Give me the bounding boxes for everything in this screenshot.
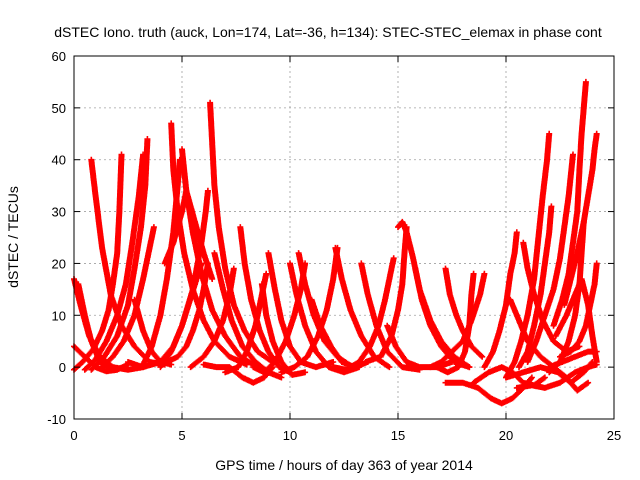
data-series (187, 265, 237, 371)
plot-frame (73, 55, 615, 420)
series-markers (161, 187, 216, 282)
series-markers (362, 224, 410, 365)
data-series (503, 359, 596, 386)
series-markers (200, 361, 276, 386)
x-tick-label: 15 (391, 428, 405, 443)
data-series (330, 255, 397, 373)
series-markers (433, 270, 477, 376)
data-series (81, 151, 147, 373)
y-axis-label: dSTEC / TECUs (5, 186, 21, 288)
data-series (516, 203, 555, 371)
chart-title: dSTEC Iono. truth (auck, Lon=174, Lat=-3… (54, 24, 602, 40)
data-series (88, 136, 151, 373)
data-series (552, 276, 600, 365)
data-series (161, 187, 216, 282)
axis-ticks: 0 5 10 15 20 25 -10 0 10 20 30 40 50 60 (47, 49, 621, 443)
data-marks (71, 78, 600, 407)
data-series (433, 270, 477, 376)
series-markers (481, 229, 520, 371)
data-series (561, 130, 600, 308)
x-tick-label: 0 (70, 428, 77, 443)
series-markers (550, 78, 589, 329)
y-tick-label: 30 (52, 205, 66, 220)
series-markers (88, 136, 151, 373)
series-markers (561, 130, 600, 308)
series-markers (552, 276, 600, 365)
series-markers (81, 151, 147, 373)
series-markers (163, 260, 211, 365)
y-tick-label: 60 (52, 49, 66, 64)
data-series (550, 78, 589, 329)
x-tick-label: 5 (178, 428, 185, 443)
data-series (481, 229, 520, 371)
y-tick-label: 40 (52, 153, 66, 168)
x-tick-label: 25 (607, 428, 621, 443)
x-axis-label: GPS time / hours of day 363 of year 2014 (215, 457, 473, 473)
series-markers (187, 265, 237, 371)
series-markers (295, 250, 356, 371)
y-tick-label: 50 (52, 101, 66, 116)
data-series (163, 260, 211, 365)
data-series (362, 224, 410, 365)
y-tick-label: 20 (52, 256, 66, 271)
x-tick-label: 20 (499, 428, 513, 443)
series-markers (516, 203, 555, 371)
data-series (200, 361, 276, 386)
y-tick-label: 0 (59, 360, 66, 375)
x-tick-label: 10 (283, 428, 297, 443)
series-markers (330, 255, 397, 373)
series-markers (503, 359, 596, 386)
data-series (295, 250, 356, 371)
y-tick-label: -10 (47, 412, 66, 427)
y-tick-label: 10 (52, 308, 66, 323)
